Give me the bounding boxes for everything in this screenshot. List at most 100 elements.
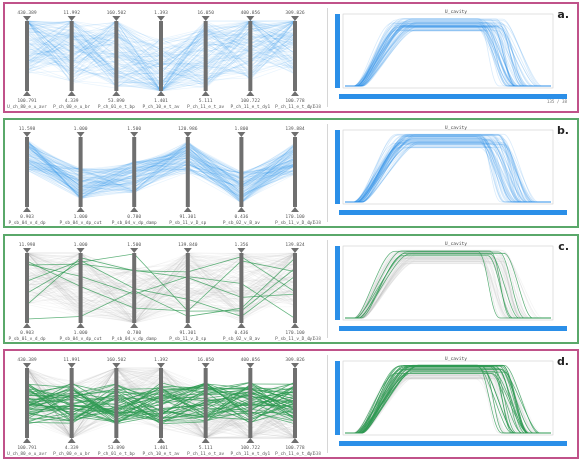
axis-handle-top[interactable] <box>76 132 85 137</box>
axis-handle-top[interactable] <box>291 16 299 21</box>
vertical-range-slider[interactable] <box>335 361 340 435</box>
axis-handle-top[interactable] <box>76 248 85 253</box>
axis-handle-top[interactable] <box>67 363 76 368</box>
axis-handle-bottom[interactable] <box>183 207 192 212</box>
axis-handle-bottom[interactable] <box>291 207 299 212</box>
axis-handle-bottom[interactable] <box>76 323 85 328</box>
axis-handle-bottom[interactable] <box>246 438 255 443</box>
horizontal-range-slider[interactable] <box>339 326 567 331</box>
axis-bar[interactable] <box>132 137 137 207</box>
vertical-range-slider[interactable] <box>335 246 340 320</box>
axis-bar[interactable] <box>25 368 29 438</box>
axis-handle-top[interactable] <box>23 363 31 368</box>
axis-handle-top[interactable] <box>291 248 299 253</box>
axis-bar[interactable] <box>69 21 74 91</box>
axis-handle-bottom[interactable] <box>130 207 139 212</box>
axis-handle-top[interactable] <box>67 16 76 21</box>
axis-bar[interactable] <box>25 253 29 323</box>
axis-handle-top[interactable] <box>246 16 255 21</box>
axis-handle-bottom[interactable] <box>201 438 210 443</box>
axis-handle-bottom[interactable] <box>23 323 31 328</box>
axis-handle-top[interactable] <box>23 132 31 137</box>
axis-handle-bottom[interactable] <box>237 323 246 328</box>
axis-bar[interactable] <box>203 21 208 91</box>
axis-handle-bottom[interactable] <box>183 323 192 328</box>
axis-handle-bottom[interactable] <box>201 91 210 96</box>
axis-handle-top[interactable] <box>130 248 139 253</box>
axis-handle-top[interactable] <box>23 16 31 21</box>
axis-bar[interactable] <box>248 368 253 438</box>
axis-bar[interactable] <box>132 253 137 323</box>
axis-handle-bottom[interactable] <box>237 207 246 212</box>
axis-bar[interactable] <box>114 21 119 91</box>
axis-bar[interactable] <box>78 137 83 207</box>
axis-handle-top[interactable] <box>157 363 165 368</box>
axis-bar[interactable] <box>159 368 163 438</box>
axis-bar[interactable] <box>25 137 29 207</box>
axis-handle-bottom[interactable] <box>157 438 165 443</box>
axis-handle-top[interactable] <box>183 132 192 137</box>
axis-bar[interactable] <box>159 21 163 91</box>
axis-handle-top[interactable] <box>291 132 299 137</box>
axis-bar[interactable] <box>25 21 29 91</box>
axis-handle-bottom[interactable] <box>112 438 121 443</box>
axis-handle-bottom[interactable] <box>291 323 299 328</box>
axis-handle-top[interactable] <box>201 16 210 21</box>
axis-handle-bottom[interactable] <box>157 91 165 96</box>
axis-bar[interactable] <box>239 137 244 207</box>
axis-bar[interactable] <box>185 137 190 207</box>
axis-bar[interactable] <box>293 253 297 323</box>
axis-bar[interactable] <box>78 253 83 323</box>
horizontal-range-slider[interactable] <box>339 441 567 446</box>
axis-bar[interactable] <box>69 368 74 438</box>
axis-bar[interactable] <box>293 368 297 438</box>
axis-handle-bottom[interactable] <box>130 323 139 328</box>
axis-bar[interactable] <box>248 21 253 91</box>
axis-bar[interactable] <box>185 253 190 323</box>
axis-handle-top[interactable] <box>183 248 192 253</box>
axis-handle-bottom[interactable] <box>23 438 31 443</box>
axis-handle-top[interactable] <box>112 363 121 368</box>
axis-handle-bottom[interactable] <box>23 91 31 96</box>
axis-handle-top[interactable] <box>130 132 139 137</box>
horizontal-range-slider[interactable] <box>339 210 567 215</box>
axis-handle-bottom[interactable] <box>67 438 76 443</box>
axis-handle-top[interactable] <box>237 132 246 137</box>
axis-handle-top[interactable] <box>201 363 210 368</box>
axis-handle-top[interactable] <box>157 16 165 21</box>
axis-handle-top[interactable] <box>246 363 255 368</box>
axis-handle-top[interactable] <box>291 363 299 368</box>
axis-handle-bottom[interactable] <box>112 91 121 96</box>
axis-handle-top[interactable] <box>23 248 31 253</box>
axis-handle-top[interactable] <box>112 16 121 21</box>
axis-bar[interactable] <box>239 253 244 323</box>
axis-handle-bottom[interactable] <box>23 207 31 212</box>
vertical-range-slider[interactable] <box>335 14 340 88</box>
axis-handle-bottom[interactable] <box>246 91 255 96</box>
vertical-range-slider[interactable] <box>335 130 340 204</box>
axis-bar[interactable] <box>203 368 208 438</box>
